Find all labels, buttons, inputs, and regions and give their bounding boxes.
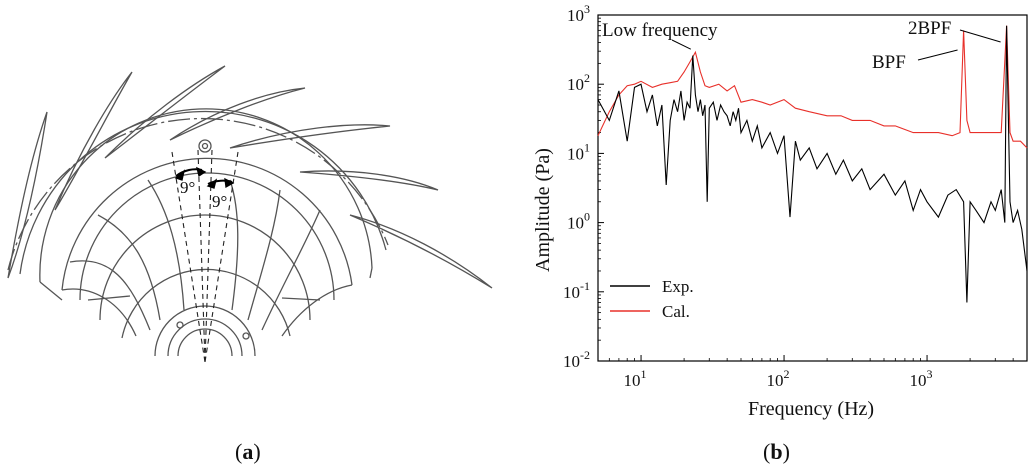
x-axis: 101 102 103 [597, 355, 1028, 390]
caption-b: (b) [763, 439, 790, 464]
x-tick-base: 10 [910, 371, 927, 390]
angle-label-right: 9° [212, 192, 227, 211]
x-tick-label: 102 [767, 367, 790, 390]
annotation-low-frequency: Low frequency [602, 20, 718, 41]
x-tick-exponent: 3 [927, 367, 933, 381]
annotation-arrow-low-frequency [671, 39, 691, 50]
y-axis-label: Amplitude (Pa) [532, 148, 554, 272]
x-tick-exponent: 1 [641, 367, 647, 381]
legend-label-exp: Exp. [662, 277, 694, 296]
y-tick-base: 10 [567, 75, 584, 94]
y-tick-exponent: 3 [584, 2, 590, 16]
y-tick-exponent: 2 [584, 71, 590, 85]
x-axis-label: Frequency (Hz) [748, 398, 874, 420]
y-tick-base: 10 [563, 283, 580, 302]
y-tick-exponent: -1 [580, 279, 590, 293]
legend-label-cal: Cal. [662, 302, 690, 321]
y-tick-label: 103 [567, 2, 590, 25]
shroud-ring [39, 108, 373, 283]
y-tick-exponent: 1 [584, 140, 590, 154]
annotation-arrow-2bpf [959, 29, 1001, 43]
y-tick-base: 10 [567, 214, 584, 233]
series-line-cal [597, 25, 1028, 149]
legend: Exp. Cal. [610, 277, 694, 321]
series-line-exp [597, 25, 1028, 303]
x-tick-label: 101 [624, 367, 647, 390]
y-tick-exponent: 0 [584, 210, 590, 224]
caption-b-close: ) [783, 439, 790, 464]
annotation-2bpf: 2BPF [908, 18, 951, 39]
caption-a-letter: a [242, 439, 253, 464]
annotation-arrow-bpf [917, 49, 958, 61]
plot-frame [597, 14, 1028, 362]
x-tick-label: 103 [910, 367, 933, 390]
y-tick-label: 101 [567, 140, 590, 163]
outer-ring [19, 110, 387, 275]
angle-label-left: 9° [180, 178, 195, 197]
x-tick-exponent: 2 [784, 367, 790, 381]
caption-a-close: ) [253, 439, 260, 464]
y-tick-base: 10 [567, 144, 584, 163]
series-layer [597, 25, 1028, 303]
y-tick-label: 100 [567, 210, 590, 233]
caption-a-open: ( [235, 439, 242, 464]
caption-a: (a) [235, 439, 261, 464]
x-tick-base: 10 [624, 371, 641, 390]
y-tick-label: 102 [567, 71, 590, 94]
caption-b-letter: b [770, 439, 782, 464]
annotation-bpf: BPF [872, 52, 906, 73]
x-tick-base: 10 [767, 371, 784, 390]
guide-vanes [7, 65, 493, 289]
y-tick-base: 10 [567, 6, 584, 25]
impeller-diagram [7, 65, 493, 363]
caption-b-open: ( [763, 439, 770, 464]
monitor-point [198, 139, 212, 153]
y-tick-label: 10-2 [563, 348, 590, 371]
y-tick-exponent: -2 [580, 348, 590, 362]
outer-dashed-circle [7, 117, 389, 271]
hub [154, 305, 256, 357]
y-tick-base: 10 [563, 352, 580, 371]
y-tick-label: 10-1 [563, 279, 590, 302]
